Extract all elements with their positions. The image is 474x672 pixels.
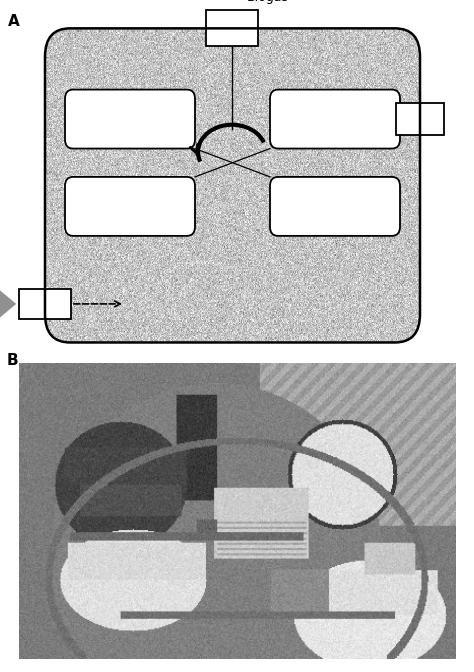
FancyBboxPatch shape: [270, 89, 400, 149]
Text: Biogas: Biogas: [246, 0, 289, 4]
FancyBboxPatch shape: [65, 89, 195, 149]
FancyBboxPatch shape: [270, 177, 400, 236]
Text: A: A: [8, 13, 20, 29]
FancyBboxPatch shape: [207, 10, 258, 46]
FancyBboxPatch shape: [396, 103, 444, 135]
FancyBboxPatch shape: [65, 177, 195, 236]
FancyBboxPatch shape: [19, 289, 71, 319]
Text: B: B: [7, 353, 19, 368]
